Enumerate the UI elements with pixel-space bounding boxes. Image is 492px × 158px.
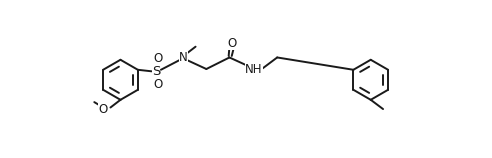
Text: O: O xyxy=(153,78,162,91)
Text: S: S xyxy=(152,65,160,78)
Text: O: O xyxy=(227,37,236,50)
Text: N: N xyxy=(179,51,187,64)
Text: O: O xyxy=(153,52,162,65)
Text: NH: NH xyxy=(246,63,263,76)
Text: O: O xyxy=(98,103,107,115)
